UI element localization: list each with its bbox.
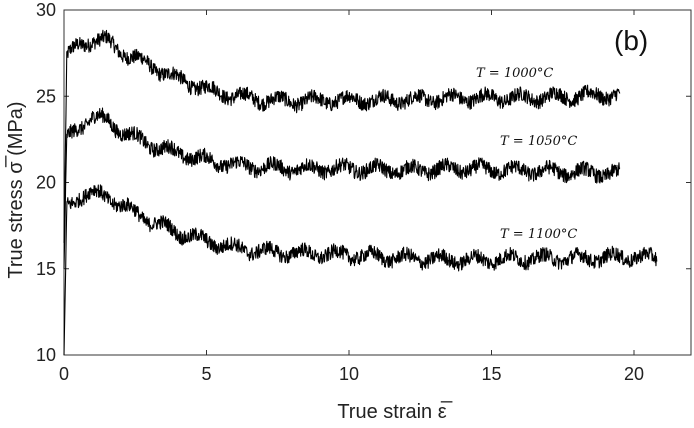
x-tick-label: 20 bbox=[624, 364, 644, 384]
series-line bbox=[63, 184, 658, 356]
series-line bbox=[63, 29, 621, 243]
series-labels: T = 1000°C T = 1050°C T = 1100°C bbox=[476, 66, 577, 242]
y-tick-label: 10 bbox=[36, 345, 56, 365]
y-axis-label: True stress σ̅ (MPa) bbox=[4, 101, 27, 278]
y-tick-label: 25 bbox=[36, 86, 56, 106]
x-tick-label: 0 bbox=[59, 364, 69, 384]
x-tick-label: 10 bbox=[339, 364, 359, 384]
x-tick-label: 5 bbox=[201, 364, 211, 384]
series-label: T = 1100°C bbox=[500, 227, 577, 242]
y-tick-label: 15 bbox=[36, 259, 56, 279]
y-tick-label: 20 bbox=[36, 173, 56, 193]
series-label: T = 1050°C bbox=[500, 134, 577, 149]
plot-area bbox=[63, 9, 692, 356]
y-tick-label: 30 bbox=[36, 0, 56, 20]
series-line bbox=[63, 107, 621, 269]
x-axis-label: True strain ε̅ bbox=[337, 400, 452, 423]
series-label: T = 1000°C bbox=[476, 66, 553, 81]
panel-label: (b) bbox=[614, 25, 648, 56]
series-group bbox=[63, 29, 658, 356]
x-tick-label: 15 bbox=[481, 364, 501, 384]
axis-ticks: 0 5 10 15 20 10 15 20 25 30 bbox=[36, 0, 691, 384]
